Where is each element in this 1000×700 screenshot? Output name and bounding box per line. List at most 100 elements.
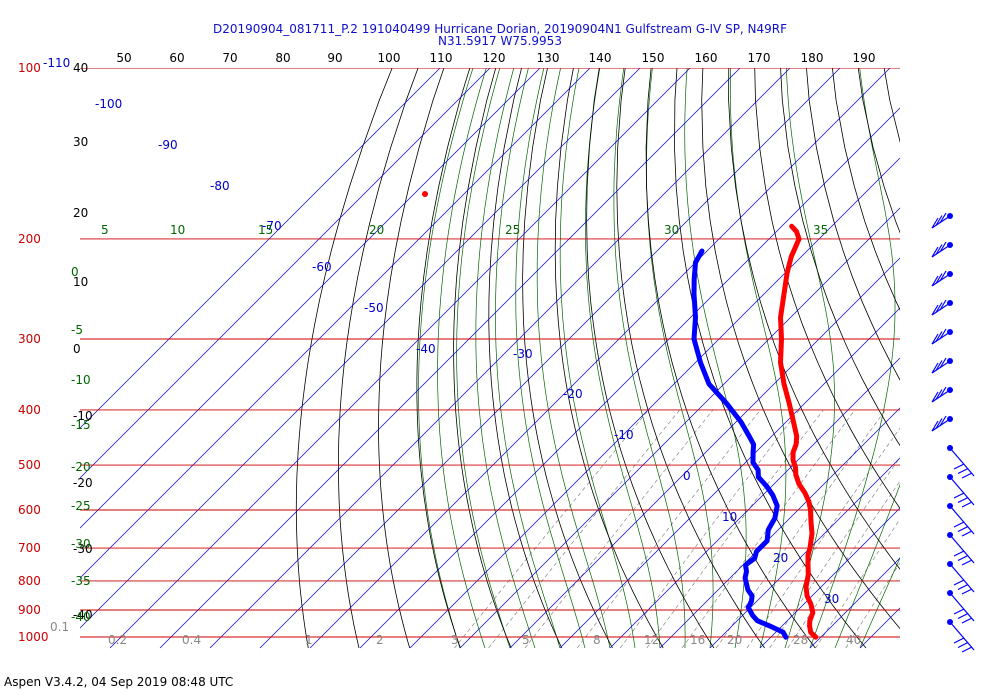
wind-barb-feather: [953, 608, 965, 615]
wind-barb: [947, 503, 975, 537]
isotherm-line: [459, 207, 900, 649]
moist-adiabats: [418, 68, 900, 649]
wind-barb-staff: [949, 621, 975, 651]
mixing-ratio-line: [715, 409, 886, 649]
temp-left-label: 40: [73, 61, 88, 75]
wind-barb-feather: [957, 641, 969, 649]
wind-barb-staff: [949, 476, 975, 506]
wind-barb-feather: [939, 328, 947, 340]
temp-left-label: 20: [73, 206, 88, 220]
dry-adiabat-line: [780, 68, 900, 447]
mixing-ratio-line: [576, 409, 761, 649]
wind-barb-feather: [931, 246, 939, 258]
isotherm-line: [80, 68, 491, 479]
mixing-ratio-label: 1: [305, 633, 313, 647]
isotherm-label: -30: [513, 347, 533, 361]
isotherm-label: -80: [210, 179, 230, 193]
potential-temp-label: 160: [695, 51, 718, 65]
wind-barb: [931, 357, 953, 374]
potential-temp-label: 50: [116, 51, 131, 65]
wind-barb-feather: [931, 391, 939, 403]
wind-barb-feather: [939, 212, 947, 224]
wind-barb-feather: [957, 583, 969, 591]
moist-left-label: -10: [71, 373, 91, 387]
temp-left-label: -40: [73, 608, 93, 622]
wind-barb-feather: [957, 467, 969, 475]
mixing-ratio-label: 0.4: [182, 633, 201, 647]
potential-temp-label: 150: [642, 51, 665, 65]
wind-barb-feather: [939, 357, 947, 369]
mixing-ratio-line: [746, 427, 900, 649]
moist-adiabat-line: [456, 68, 511, 649]
moist-left-label: -40: [71, 610, 91, 624]
isotherm-line: [80, 68, 441, 429]
pressure-label: 500: [18, 458, 41, 472]
sounding-profiles: [422, 191, 819, 640]
pressure-label: 800: [18, 574, 41, 588]
moist-left-label: 0: [71, 265, 79, 279]
mixing-ratio-label: 2: [376, 633, 384, 647]
wind-barb-feather: [931, 362, 939, 374]
wind-barb: [931, 299, 953, 316]
isotherm-label: -50: [364, 301, 384, 315]
moist-adiabat-line: [784, 68, 835, 649]
wind-barb-feather: [961, 588, 973, 595]
wind-barb-feather: [953, 579, 965, 586]
wind-barb: [947, 590, 975, 624]
dry-adiabat-line: [754, 68, 900, 510]
dry-adiabat-line: [645, 68, 816, 649]
wind-barb-feather: [935, 389, 943, 400]
mixing-ratio-label: 40: [846, 633, 861, 647]
plot-area: [80, 42, 1000, 649]
potential-temp-label: 100: [378, 51, 401, 65]
moist-adiabat-line: [834, 483, 900, 649]
mixing-ratio-label: 3: [451, 633, 459, 647]
isotherm-line: [910, 42, 1000, 648]
temp-left-label: 10: [73, 275, 88, 289]
mixing-ratio-label: 0.1: [50, 620, 69, 634]
wind-barb-staff: [949, 447, 975, 477]
moist-left-label: -25: [71, 499, 91, 513]
isotherm-label: -100: [95, 97, 122, 111]
dry-adiabat-line: [295, 68, 393, 649]
isotherm-label: -20: [563, 387, 583, 401]
pressure-label: 700: [18, 541, 41, 555]
dry-adiabat-line: [883, 68, 900, 144]
mixing-ratio-label: 12: [644, 633, 659, 647]
moist-adiabat-label: 5: [101, 223, 109, 237]
mixing-ratio-lines: [454, 409, 900, 649]
moist-left-label: -30: [71, 537, 91, 551]
wind-barb-feather: [935, 418, 943, 429]
mixing-ratio-line: [845, 562, 900, 649]
isotherm-line: [309, 68, 891, 649]
moist-left-label: -20: [71, 460, 91, 474]
wind-barbs: [931, 212, 975, 653]
potential-temp-label: 120: [483, 51, 506, 65]
moist-adiabat-label: 10: [170, 223, 185, 237]
dry-adiabat-line: [955, 42, 1000, 648]
moist-left-label: -35: [71, 574, 91, 588]
footer-text: Aspen V3.4.2, 04 Sep 2019 08:48 UTC: [4, 675, 233, 689]
moist-adiabat-line: [613, 68, 686, 648]
wind-barb: [931, 415, 953, 432]
moist-left-label: -15: [71, 418, 91, 432]
moist-adiabat-label: 15: [258, 223, 273, 237]
mixing-ratio-line: [681, 409, 856, 649]
pressure-label: 600: [18, 503, 41, 517]
mixing-ratio-label: 16: [690, 633, 705, 647]
potential-temp-label: 80: [275, 51, 290, 65]
mixing-ratio-line: [815, 518, 900, 649]
mixing-ratio-line: [524, 409, 714, 649]
wind-barb: [931, 328, 953, 345]
wind-barb-feather: [935, 244, 943, 255]
wind-barb-feather: [931, 304, 939, 316]
pressure-label: 400: [18, 403, 41, 417]
dry-adiabat-line: [378, 68, 445, 649]
moist-adiabat-line: [646, 68, 714, 649]
moist-adiabat-label: 25: [505, 223, 520, 237]
dry-adiabat-line: [522, 68, 613, 649]
wind-barb-feather: [957, 525, 969, 533]
isotherms: [80, 42, 1000, 649]
mixing-ratio-line: [619, 409, 800, 649]
dry-adiabat-line: [337, 68, 419, 649]
